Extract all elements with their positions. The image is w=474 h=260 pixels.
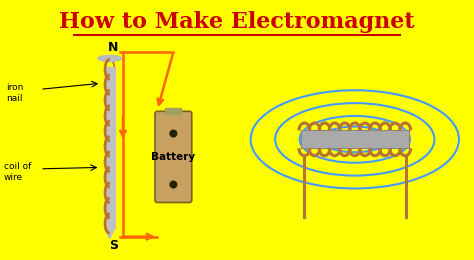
Circle shape	[170, 130, 177, 137]
Ellipse shape	[98, 55, 121, 61]
Circle shape	[170, 181, 177, 188]
Text: How to Make Electromagnet: How to Make Electromagnet	[59, 11, 415, 34]
Text: coil of
wire: coil of wire	[4, 162, 31, 182]
Text: iron
nail: iron nail	[6, 82, 24, 103]
Text: Battery: Battery	[151, 152, 195, 162]
Bar	[301, 131, 409, 148]
Bar	[165, 108, 182, 114]
Text: S: S	[109, 239, 118, 252]
FancyBboxPatch shape	[155, 111, 192, 203]
Bar	[105, 67, 115, 228]
Polygon shape	[105, 228, 115, 238]
Text: N: N	[109, 41, 118, 54]
